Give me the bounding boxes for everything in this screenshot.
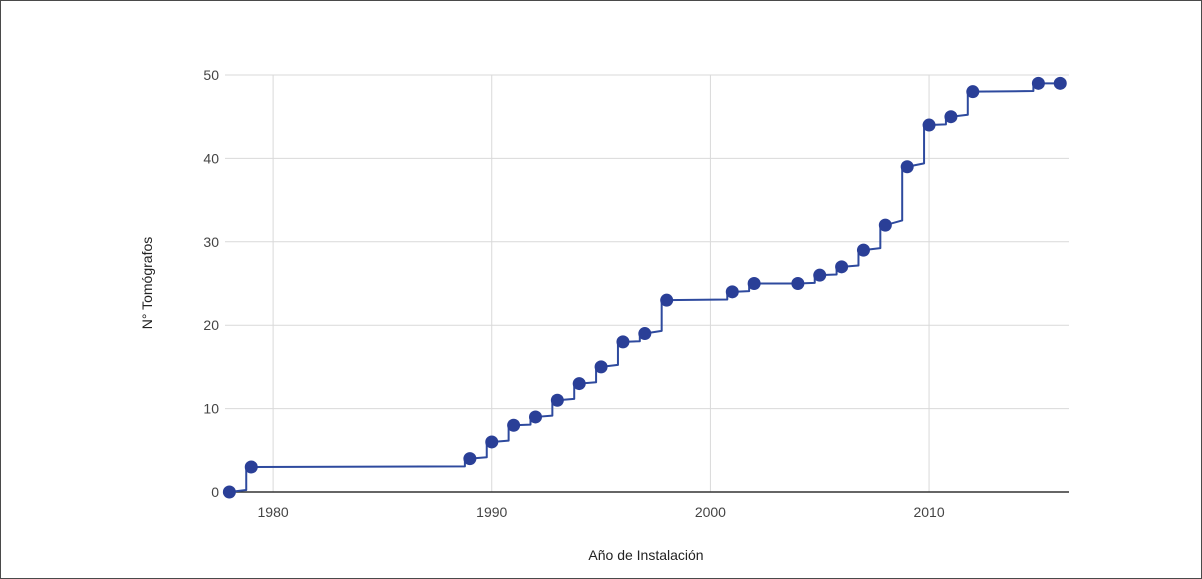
data-point [791, 277, 805, 290]
x-tick-label: 2010 [913, 504, 944, 520]
y-tick-label: 0 [211, 484, 219, 500]
data-point [922, 118, 936, 132]
data-point [463, 452, 477, 466]
data-point [1053, 76, 1067, 90]
x-tick-label: 1980 [258, 504, 289, 520]
x-axis-title: Año de Instalación [588, 547, 703, 563]
x-tick-label: 2000 [695, 504, 726, 520]
y-axis-title: N° Tomógrafos [139, 237, 155, 330]
data-point [813, 268, 827, 282]
data-point [747, 277, 761, 290]
series-layer [222, 76, 1067, 499]
data-point [222, 485, 236, 499]
data-point [944, 110, 958, 124]
data-point [835, 260, 849, 274]
data-point [856, 243, 870, 257]
y-tick-label: 30 [203, 234, 219, 250]
y-tick-label: 10 [203, 401, 219, 417]
series-line [229, 82, 1061, 493]
data-point [900, 160, 914, 174]
data-point [660, 293, 674, 307]
data-point [638, 327, 652, 341]
data-point [725, 285, 739, 299]
data-point [878, 218, 892, 232]
data-point [572, 377, 586, 391]
y-tick-label: 40 [203, 150, 219, 166]
tick-labels: 0 10 20 30 40 50 1980 1990 2000 2010 [203, 67, 944, 520]
data-point [1031, 76, 1045, 90]
y-tick-label: 50 [203, 67, 219, 83]
data-point [550, 393, 564, 407]
data-point [616, 335, 630, 349]
data-point [528, 410, 542, 424]
data-point [507, 418, 521, 432]
data-point [485, 435, 499, 449]
y-tick-label: 20 [203, 317, 219, 333]
data-point [244, 460, 258, 474]
data-point [594, 360, 608, 374]
x-tick-label: 1990 [476, 504, 507, 520]
data-point [966, 85, 980, 99]
gridlines [225, 74, 1069, 493]
